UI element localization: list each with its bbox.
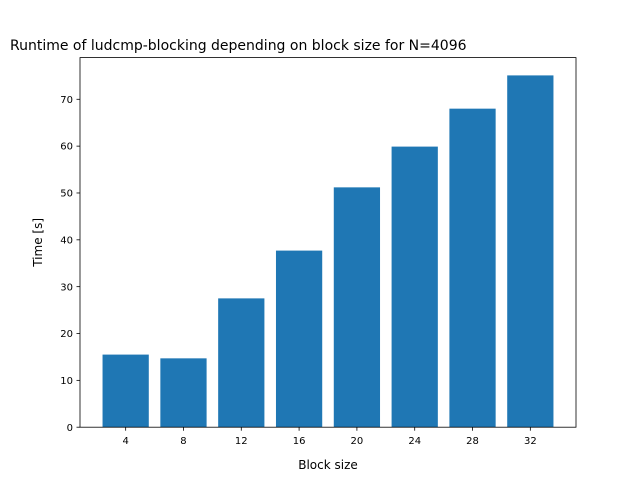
bar-24	[391, 146, 438, 428]
y-axis-label: Time [s]	[31, 218, 45, 268]
y-axis-ticks: 0 10 20 30 40 50 60 70	[60, 95, 80, 434]
x-tick-label: 8	[180, 436, 186, 447]
bar-20	[333, 187, 381, 428]
x-tick-label: 20	[351, 436, 364, 447]
y-tick-label: 60	[60, 142, 73, 153]
x-tick-label: 28	[466, 436, 479, 447]
bar-4	[102, 354, 149, 428]
bar-28	[449, 108, 496, 428]
x-tick-label: 16	[293, 436, 306, 447]
y-tick-label: 20	[60, 329, 73, 340]
x-tick-label: 12	[235, 436, 248, 447]
y-tick-label: 0	[67, 423, 73, 434]
bar-32	[507, 75, 554, 428]
y-tick-label: 70	[60, 95, 73, 106]
x-tick-label: 4	[122, 436, 128, 447]
bar-16	[275, 250, 323, 428]
plot-frame	[79, 57, 577, 428]
x-axis-ticks: 4 8 12 16 20 24 28 32	[122, 427, 537, 447]
y-tick-label: 50	[60, 189, 73, 200]
y-tick-label: 30	[60, 282, 73, 293]
chart-title: Runtime of ludcmp-blocking depending on …	[10, 38, 467, 54]
bar-12	[218, 298, 265, 428]
bar-8	[160, 358, 207, 428]
y-tick-label: 10	[60, 376, 73, 387]
x-tick-label: 24	[408, 436, 421, 447]
y-tick-label: 40	[60, 235, 73, 246]
bars-group	[102, 75, 554, 428]
x-axis-label: Block size	[298, 458, 358, 472]
x-tick-label: 32	[524, 436, 537, 447]
